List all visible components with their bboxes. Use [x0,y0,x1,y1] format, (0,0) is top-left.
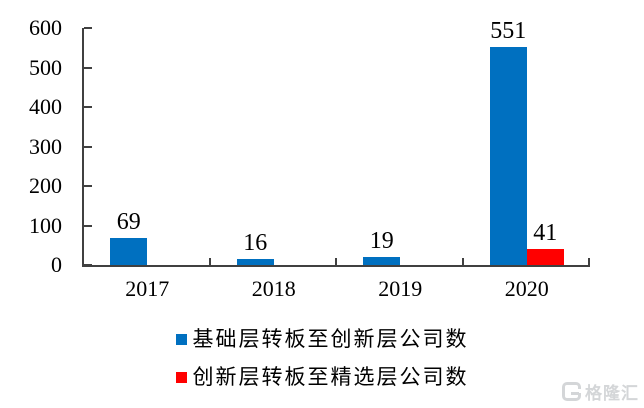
bar-2020-blue [489,47,527,265]
y-tick-400 [84,106,92,108]
x-tick-0 [82,258,84,265]
chart-legend: 基础层转板至创新层公司数 创新层转板至精选层公司数 [0,326,644,390]
legend-swatch-red-icon [175,371,187,383]
y-axis-label-300: 300 [29,133,62,159]
x-tick-4 [588,258,590,265]
legend-item-base-to-innovation: 基础层转板至创新层公司数 [175,326,469,352]
y-tick-500 [84,66,92,69]
x-axis-label-2020: 2020 [504,276,549,301]
y-axis-label-100: 100 [29,212,62,238]
x-axis-label-2018: 2018 [251,276,296,301]
bar-2017-blue [110,237,148,265]
bar-value-label-2020-blue: 551 [490,18,527,45]
legend-swatch-blue-icon [175,333,187,345]
x-tick-2 [335,258,337,265]
y-axis-label-600: 600 [29,15,62,40]
bar-2018-blue [236,258,274,265]
x-tick-3 [461,258,464,265]
bar-value-label-2020-red: 41 [533,219,558,246]
watermark-text: 格隆汇 [585,384,639,403]
legend-label-innovation-to-select: 创新层转板至精选层公司数 [192,365,469,389]
y-axis-label-400: 400 [29,94,62,119]
bar-value-label-2019-blue: 19 [369,228,394,255]
x-axis-line [82,265,590,267]
bar-2020-red [526,248,564,265]
bar-value-label-2018-blue: 16 [243,229,268,256]
y-axis-label-0: 0 [51,252,62,277]
bar-2019-blue [363,257,401,265]
watermark-logo: 格隆汇 [562,379,639,404]
y-tick-300 [84,145,92,148]
y-tick-600 [84,27,92,29]
y-tick-100 [84,224,92,227]
legend-item-innovation-to-select: 创新层转板至精选层公司数 [175,364,469,390]
x-axis-label-2017: 2017 [125,276,170,301]
bar-value-label-2017-blue: 69 [116,208,141,235]
y-axis-line [82,28,84,267]
gelonghui-logo-icon [562,382,581,401]
legend-label-base-to-innovation: 基础层转板至创新层公司数 [192,327,469,351]
y-tick-200 [84,185,92,187]
y-tick-0 [84,264,92,266]
y-axis-label-200: 200 [29,173,62,198]
y-axis-label-500: 500 [29,54,62,80]
x-axis-label-2019: 2019 [378,276,423,301]
x-tick-1 [208,258,211,265]
